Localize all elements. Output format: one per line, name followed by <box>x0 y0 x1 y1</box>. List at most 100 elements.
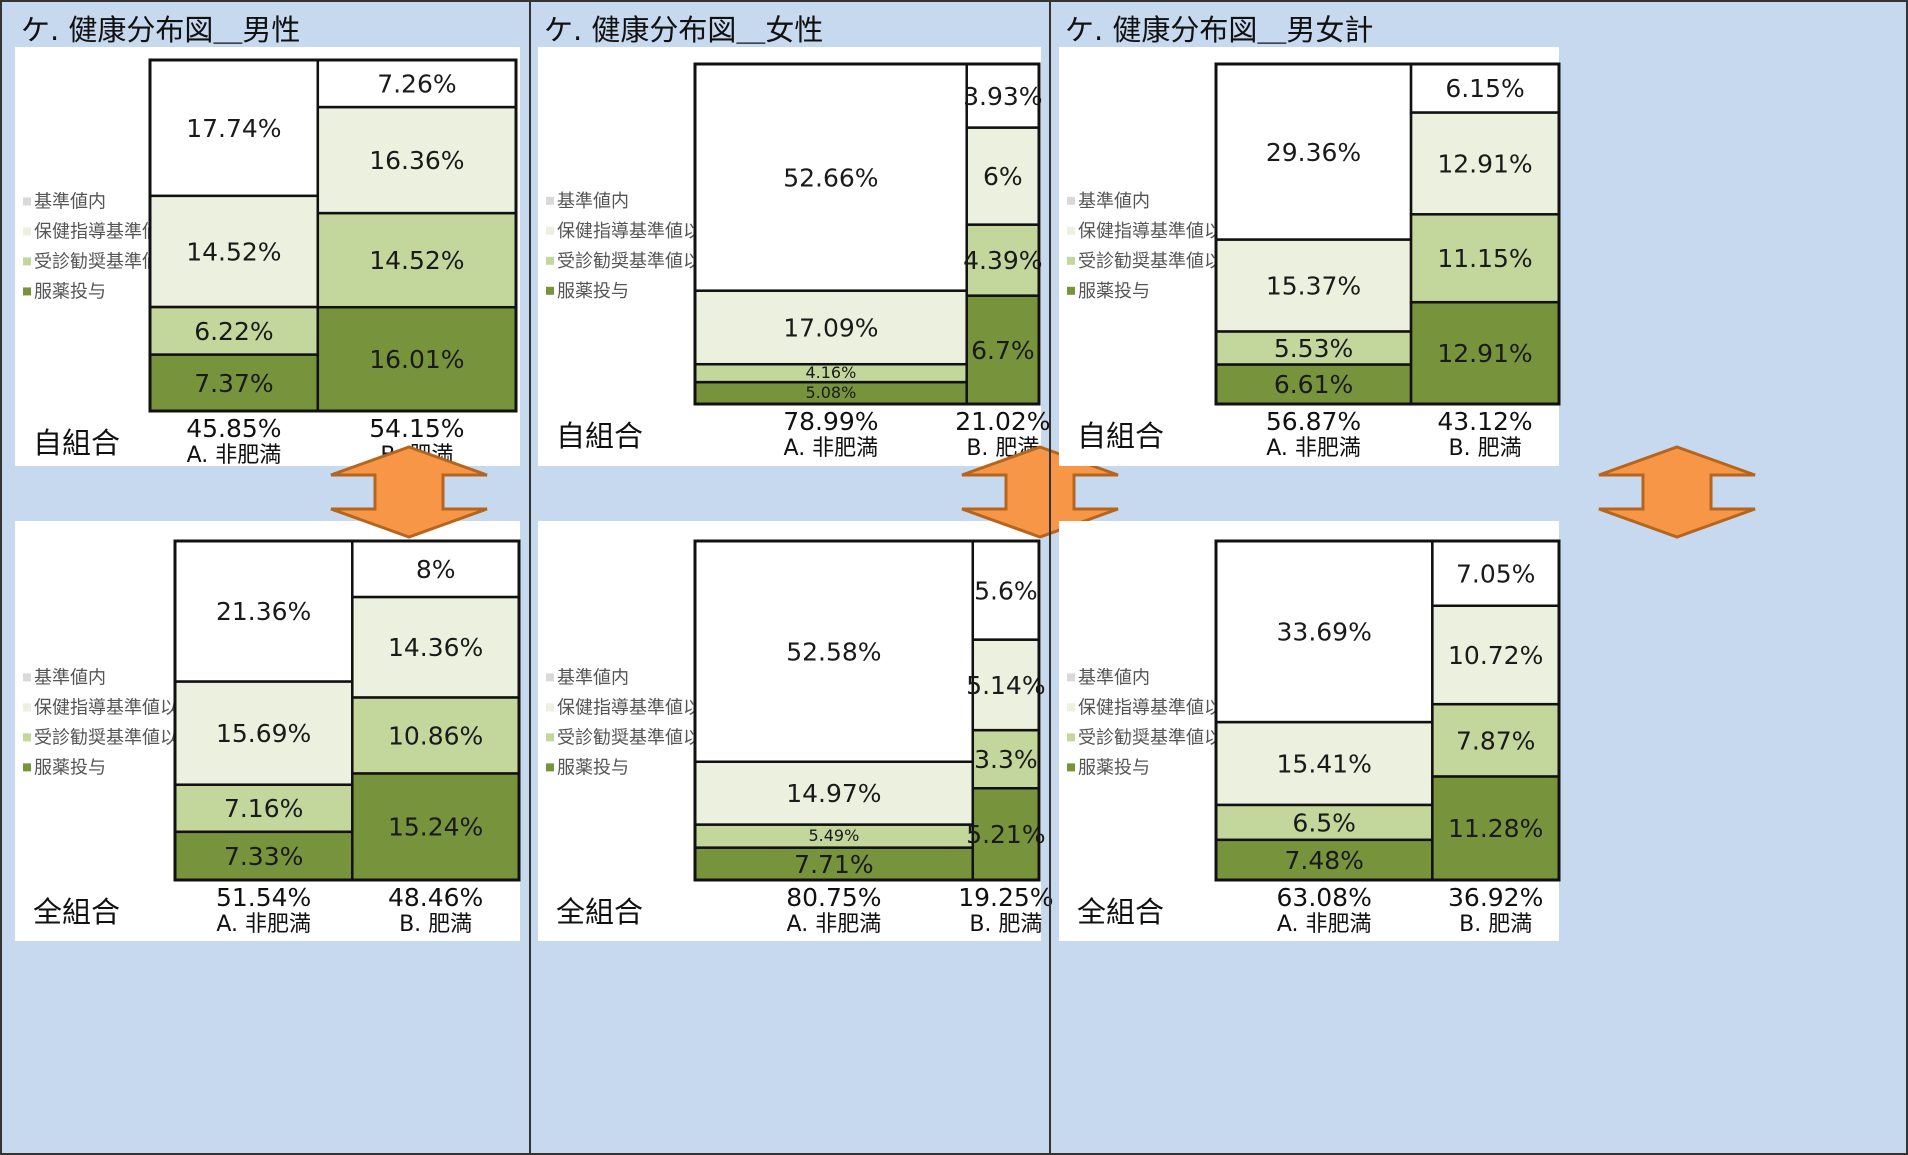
column-share-label: 45.85% <box>186 414 281 443</box>
legend-swatch <box>23 287 31 296</box>
column-share-label: 48.46% <box>388 883 483 912</box>
legend-label: 受診勧奨基準値以上 <box>34 727 196 748</box>
chart-border <box>693 539 1041 882</box>
legend-swatch <box>546 256 554 265</box>
segment-label: 6.7% <box>971 336 1035 365</box>
legend-swatch <box>546 196 554 205</box>
legend-swatch <box>23 197 31 206</box>
column-share-label: 56.87% <box>1266 407 1361 436</box>
row-label: 全組合 <box>33 895 120 929</box>
legend-swatch <box>23 703 31 712</box>
mosaic-segment <box>693 289 968 366</box>
segment-label: 33.69% <box>1277 618 1372 647</box>
column-share-label: 80.75% <box>786 883 881 912</box>
legend-label: 保健指導基準値以上 <box>557 697 719 718</box>
segment-label: 15.69% <box>216 719 311 748</box>
chart-border <box>1214 62 1561 406</box>
segment-label: 5.49% <box>808 826 859 845</box>
row-label: 自組合 <box>33 426 120 460</box>
mosaic-segment <box>351 539 521 599</box>
segment-label: 4.16% <box>805 363 856 382</box>
mosaic-segment <box>693 760 975 826</box>
legend-swatch <box>23 733 31 742</box>
segment-label: 7.71% <box>794 850 873 879</box>
double-headed-vertical-arrow-icon <box>330 445 488 539</box>
legend-swatch <box>546 226 554 235</box>
legend-label: 服薬投与 <box>34 757 106 778</box>
legend-label: 保健指導基準値以上 <box>1078 697 1240 718</box>
legend-label: 服薬投与 <box>557 757 629 778</box>
mosaic-segment <box>173 830 354 882</box>
mosaic-segment <box>965 126 1041 226</box>
panel-bottom <box>7 1143 528 1155</box>
panel-3: ケ. 健康分布図＿男女計基準値内保健指導基準値以上受診勧奨基準値以上服薬投与6.… <box>1051 13 1756 1155</box>
segment-label: 6% <box>983 162 1023 191</box>
segment-label: 16.01% <box>369 345 464 374</box>
column-non-obese: 7.33% 7.16% 15.69% 21.36% 51.54%A. 非肥満 <box>173 539 354 937</box>
row-label: 全組合 <box>1077 895 1164 929</box>
legend-label: 受診勧奨基準値以上 <box>557 251 719 272</box>
legend-label: 保健指導基準値以上 <box>1078 221 1240 242</box>
column-share-label: 43.12% <box>1437 407 1532 436</box>
segment-label: 3.93% <box>963 82 1042 111</box>
column-category-label: B. 肥満 <box>399 912 472 937</box>
segment-label: 7.87% <box>1456 726 1535 755</box>
column-share-label: 78.99% <box>783 407 878 436</box>
panel-bottom <box>530 1143 1049 1155</box>
panel-bottom <box>1051 1143 1567 1155</box>
mosaic-segment <box>1214 238 1413 333</box>
segment-label: 3.3% <box>974 745 1038 774</box>
segment-label: 11.15% <box>1437 244 1532 273</box>
segment-label: 4.39% <box>963 246 1042 275</box>
double-headed-vertical-arrow-icon <box>1598 445 1756 539</box>
legend-swatch <box>546 763 554 772</box>
panel-title: ケ. 健康分布図＿男性 <box>21 13 300 47</box>
mosaic-segment <box>1214 363 1413 406</box>
mosaic-segment <box>1214 803 1434 842</box>
segment-label: 5.08% <box>805 383 856 402</box>
mosaic-segment <box>148 58 320 198</box>
segment-label: 6.61% <box>1274 370 1353 399</box>
segment-label: 15.41% <box>1277 749 1372 778</box>
legend-swatch <box>23 673 31 682</box>
segment-label: 52.58% <box>786 637 881 666</box>
segment-label: 14.36% <box>388 633 483 662</box>
column-category-label: A. 非肥満 <box>784 436 879 461</box>
column-non-obese: 7.48% 6.5% 15.41% 33.69% 63.08%A. 非肥満 <box>1214 539 1434 937</box>
chart-border <box>173 539 521 882</box>
legend-label: 基準値内 <box>34 191 106 212</box>
legend-swatch <box>546 286 554 295</box>
row-label: 自組合 <box>1077 419 1164 453</box>
segment-label: 5.53% <box>1274 334 1353 363</box>
legend-swatch <box>1067 763 1075 772</box>
legend-swatch <box>1067 703 1075 712</box>
legend-label: 受診勧奨基準値以上 <box>1078 727 1240 748</box>
legend-label: 服薬投与 <box>1078 757 1150 778</box>
legend-swatch <box>1067 196 1075 205</box>
column-non-obese: 7.71% 5.49% 14.97% 52.58% 80.75%A. 非肥満 <box>693 539 975 937</box>
segment-label: 7.26% <box>377 70 456 99</box>
segment-label: 7.37% <box>194 369 273 398</box>
segment-label: 29.36% <box>1266 138 1361 167</box>
mosaic-segment <box>316 211 518 309</box>
column-non-obese: 6.61% 5.53% 15.37% 29.36% 56.87%A. 非肥満 <box>1214 62 1413 461</box>
segment-label: 21.36% <box>216 597 311 626</box>
segment-label: 7.33% <box>224 842 303 871</box>
segment-label: 7.16% <box>224 794 303 823</box>
segment-label: 14.52% <box>186 237 281 266</box>
column-obese: 11.28% 7.87% 10.72% 7.05% 36.92%B. 肥満 <box>1431 539 1561 937</box>
panel-title: ケ. 健康分布図＿女性 <box>544 13 823 47</box>
column-obese: 15.24% 10.86% 14.36% 8% 48.46%B. 肥満 <box>351 539 521 937</box>
legend-swatch <box>546 733 554 742</box>
segment-label: 14.52% <box>369 246 464 275</box>
column-non-obese: 5.08%4.16% 17.09% 52.66% 78.99%A. 非肥満 <box>693 62 968 461</box>
legend-label: 基準値内 <box>1078 191 1150 212</box>
column-category-label: A. 非肥満 <box>216 912 311 937</box>
legend-label: 服薬投与 <box>34 281 106 302</box>
row-label: 自組合 <box>556 419 643 453</box>
